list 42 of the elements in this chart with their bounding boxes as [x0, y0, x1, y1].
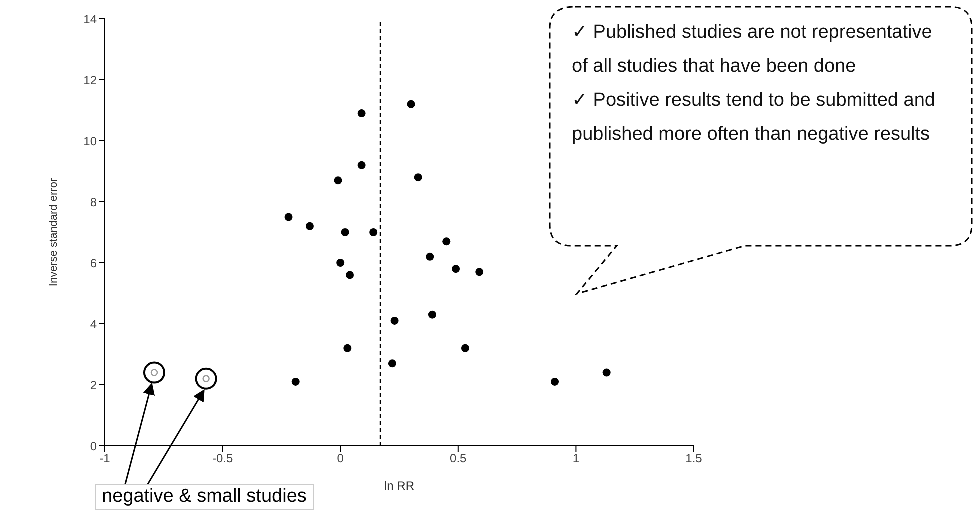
- point: [358, 161, 366, 170]
- point: [461, 344, 470, 352]
- point: [346, 271, 354, 280]
- point: [334, 176, 342, 185]
- point: [602, 368, 611, 377]
- x-tick-label: 0.5: [450, 452, 468, 466]
- point: [390, 316, 399, 325]
- y-tick-label: 0: [90, 439, 98, 454]
- y-axis-title: Inverse standard error: [48, 178, 60, 287]
- y-tick-label: 8: [90, 195, 98, 210]
- point: [476, 268, 484, 276]
- x-tick-label: -1: [100, 452, 111, 466]
- x-axis-title: ln RR: [384, 479, 415, 493]
- point: [306, 222, 314, 230]
- point: [388, 360, 396, 368]
- point: [428, 310, 436, 319]
- y-tick-label: 10: [84, 134, 98, 148]
- point: [358, 110, 366, 118]
- x-tick-label: 1: [572, 452, 580, 466]
- point: [336, 259, 345, 267]
- y-tick-label: 14: [84, 12, 98, 26]
- point: [284, 213, 293, 222]
- point: [414, 174, 422, 182]
- y-tick-label: 4: [90, 317, 98, 332]
- x-tick-label: -0.5: [212, 452, 234, 466]
- annotation: ✓ Positive results tend to be submitted and published more often than negative results: [572, 89, 936, 147]
- point: [442, 238, 451, 246]
- point: [407, 100, 416, 108]
- point: [344, 344, 352, 352]
- y-tick-label: 12: [84, 73, 98, 88]
- text: negative & small studies: [95, 484, 314, 510]
- x-tick-label: 0: [337, 452, 344, 466]
- point: [452, 265, 460, 274]
- point: [426, 252, 434, 261]
- annotation: ✓ Published studies are not representative of all studies that have been done: [572, 21, 934, 79]
- y-tick-label: 2: [90, 378, 98, 392]
- point: [370, 228, 378, 236]
- x-tick-label: 1.5: [686, 452, 703, 466]
- point: [292, 378, 300, 386]
- point: [550, 378, 559, 386]
- y-tick-label: 6: [90, 256, 98, 270]
- point: [341, 228, 350, 236]
